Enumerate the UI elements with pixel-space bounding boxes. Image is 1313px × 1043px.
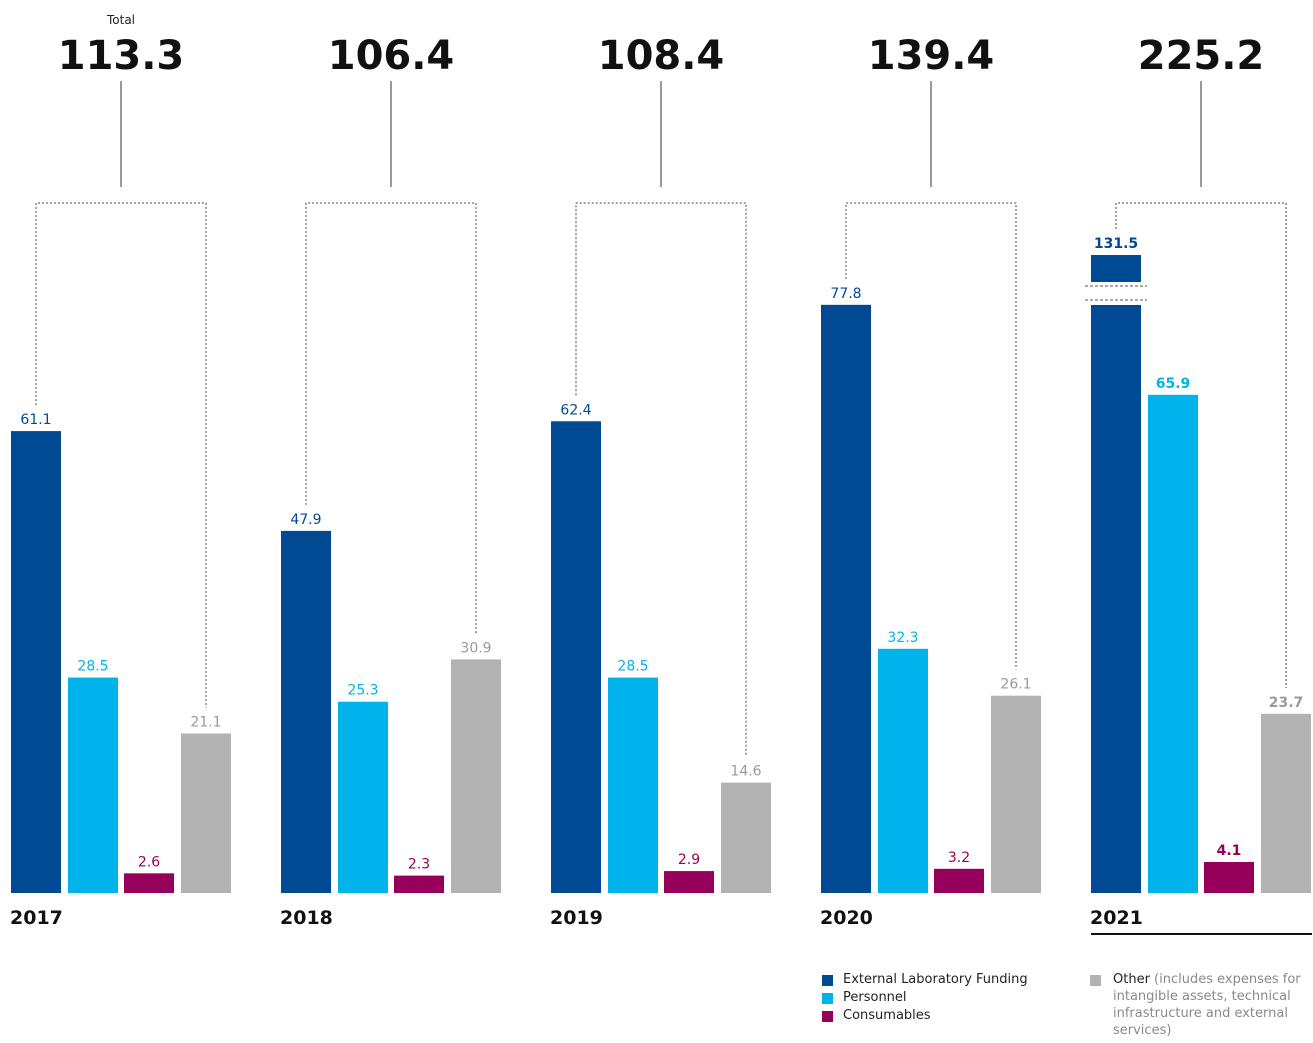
bar-external-2017 xyxy=(11,431,61,893)
legend-swatch-consumables xyxy=(822,1011,833,1022)
legend-note-other: (includes expenses for intangible assets… xyxy=(1113,972,1301,1038)
value-label-external-2020: 77.8 xyxy=(830,286,861,302)
bracket-2019 xyxy=(575,202,747,757)
value-label-external-2018: 47.9 xyxy=(290,512,321,528)
value-label-consumables-2018: 2.3 xyxy=(408,857,430,873)
legend-label-personnel: Personnel xyxy=(843,990,907,1005)
value-label-consumables-2019: 2.9 xyxy=(678,852,700,868)
value-label-personnel-2020: 32.3 xyxy=(887,630,918,646)
total-value-2018: 106.4 xyxy=(328,33,455,79)
bar-other-2019 xyxy=(721,782,771,893)
bar-personnel-2018 xyxy=(338,701,388,893)
year-label-2019: 2019 xyxy=(550,907,603,929)
legend-swatch-external xyxy=(822,975,833,986)
bar-other-2021 xyxy=(1261,713,1311,893)
legend-other-text: Other (includes expenses for intangible … xyxy=(1090,971,1312,1039)
bar-external-2019 xyxy=(551,421,601,893)
total-value-2020: 139.4 xyxy=(868,33,995,79)
legend-swatch-personnel xyxy=(822,993,833,1004)
value-label-other-2020: 26.1 xyxy=(1000,677,1031,693)
value-label-personnel-2017: 28.5 xyxy=(77,659,108,675)
value-label-external-2021: 131.5 xyxy=(1094,236,1138,252)
legend-item-other: Other (includes expenses for intangible … xyxy=(1090,971,1312,1039)
value-label-consumables-2017: 2.6 xyxy=(138,854,160,870)
value-label-personnel-2019: 28.5 xyxy=(617,659,648,675)
bar-personnel-2019 xyxy=(608,677,658,893)
total-label: Total xyxy=(106,13,135,27)
value-label-consumables-2020: 3.2 xyxy=(948,850,970,866)
bar-consumables-2018 xyxy=(394,875,444,893)
value-label-other-2019: 14.6 xyxy=(730,764,761,780)
year-label-2020: 2020 xyxy=(820,907,873,929)
bar-consumables-2019 xyxy=(664,871,714,893)
bracket-2020 xyxy=(845,202,1017,670)
total-value-2021: 225.2 xyxy=(1138,33,1265,79)
legend: External Laboratory Funding Personnel Co… xyxy=(820,971,1028,1025)
value-label-external-2017: 61.1 xyxy=(20,412,51,428)
total-value-2017: 113.3 xyxy=(58,33,185,79)
bracket-2017 xyxy=(35,202,207,708)
value-label-other-2021: 23.7 xyxy=(1269,695,1304,711)
bar-consumables-2021 xyxy=(1204,862,1254,893)
legend-label-consumables: Consumables xyxy=(843,1008,931,1023)
bar-consumables-2017 xyxy=(124,873,174,893)
legend-label-other: Other xyxy=(1113,972,1150,987)
value-label-other-2017: 21.1 xyxy=(190,714,221,730)
value-label-external-2019: 62.4 xyxy=(560,402,591,418)
bracket-2018 xyxy=(305,202,477,634)
bracket-2021 xyxy=(1115,202,1287,688)
value-label-consumables-2021: 4.1 xyxy=(1217,843,1242,859)
bar-other-2020 xyxy=(991,695,1041,893)
legend-item-personnel: Personnel xyxy=(820,989,1028,1007)
bar-external-2021 xyxy=(1091,305,1141,893)
bar-external-2020 xyxy=(821,304,871,893)
bar-personnel-2021 xyxy=(1148,394,1198,893)
bar-other-2018 xyxy=(451,659,501,893)
total-value-2019: 108.4 xyxy=(598,33,725,79)
bar-personnel-2020 xyxy=(878,648,928,893)
bar-external-2018 xyxy=(281,530,331,893)
bar-consumables-2020 xyxy=(934,868,984,893)
legend-swatch-other xyxy=(1090,975,1101,986)
legend-label-external: External Laboratory Funding xyxy=(843,972,1028,987)
year-label-2017: 2017 xyxy=(10,907,63,929)
bar-personnel-2017 xyxy=(68,677,118,893)
value-label-personnel-2018: 25.3 xyxy=(347,683,378,699)
bar-other-2017 xyxy=(181,733,231,893)
year-label-2021: 2021 xyxy=(1090,907,1143,929)
legend-item-consumables: Consumables xyxy=(820,1007,1028,1025)
value-label-personnel-2021: 65.9 xyxy=(1156,376,1191,392)
legend-item-external-laboratory-funding: External Laboratory Funding xyxy=(820,971,1028,989)
bar-external-2021-top xyxy=(1091,255,1141,282)
year-label-2018: 2018 xyxy=(280,907,333,929)
value-label-other-2018: 30.9 xyxy=(460,640,491,656)
